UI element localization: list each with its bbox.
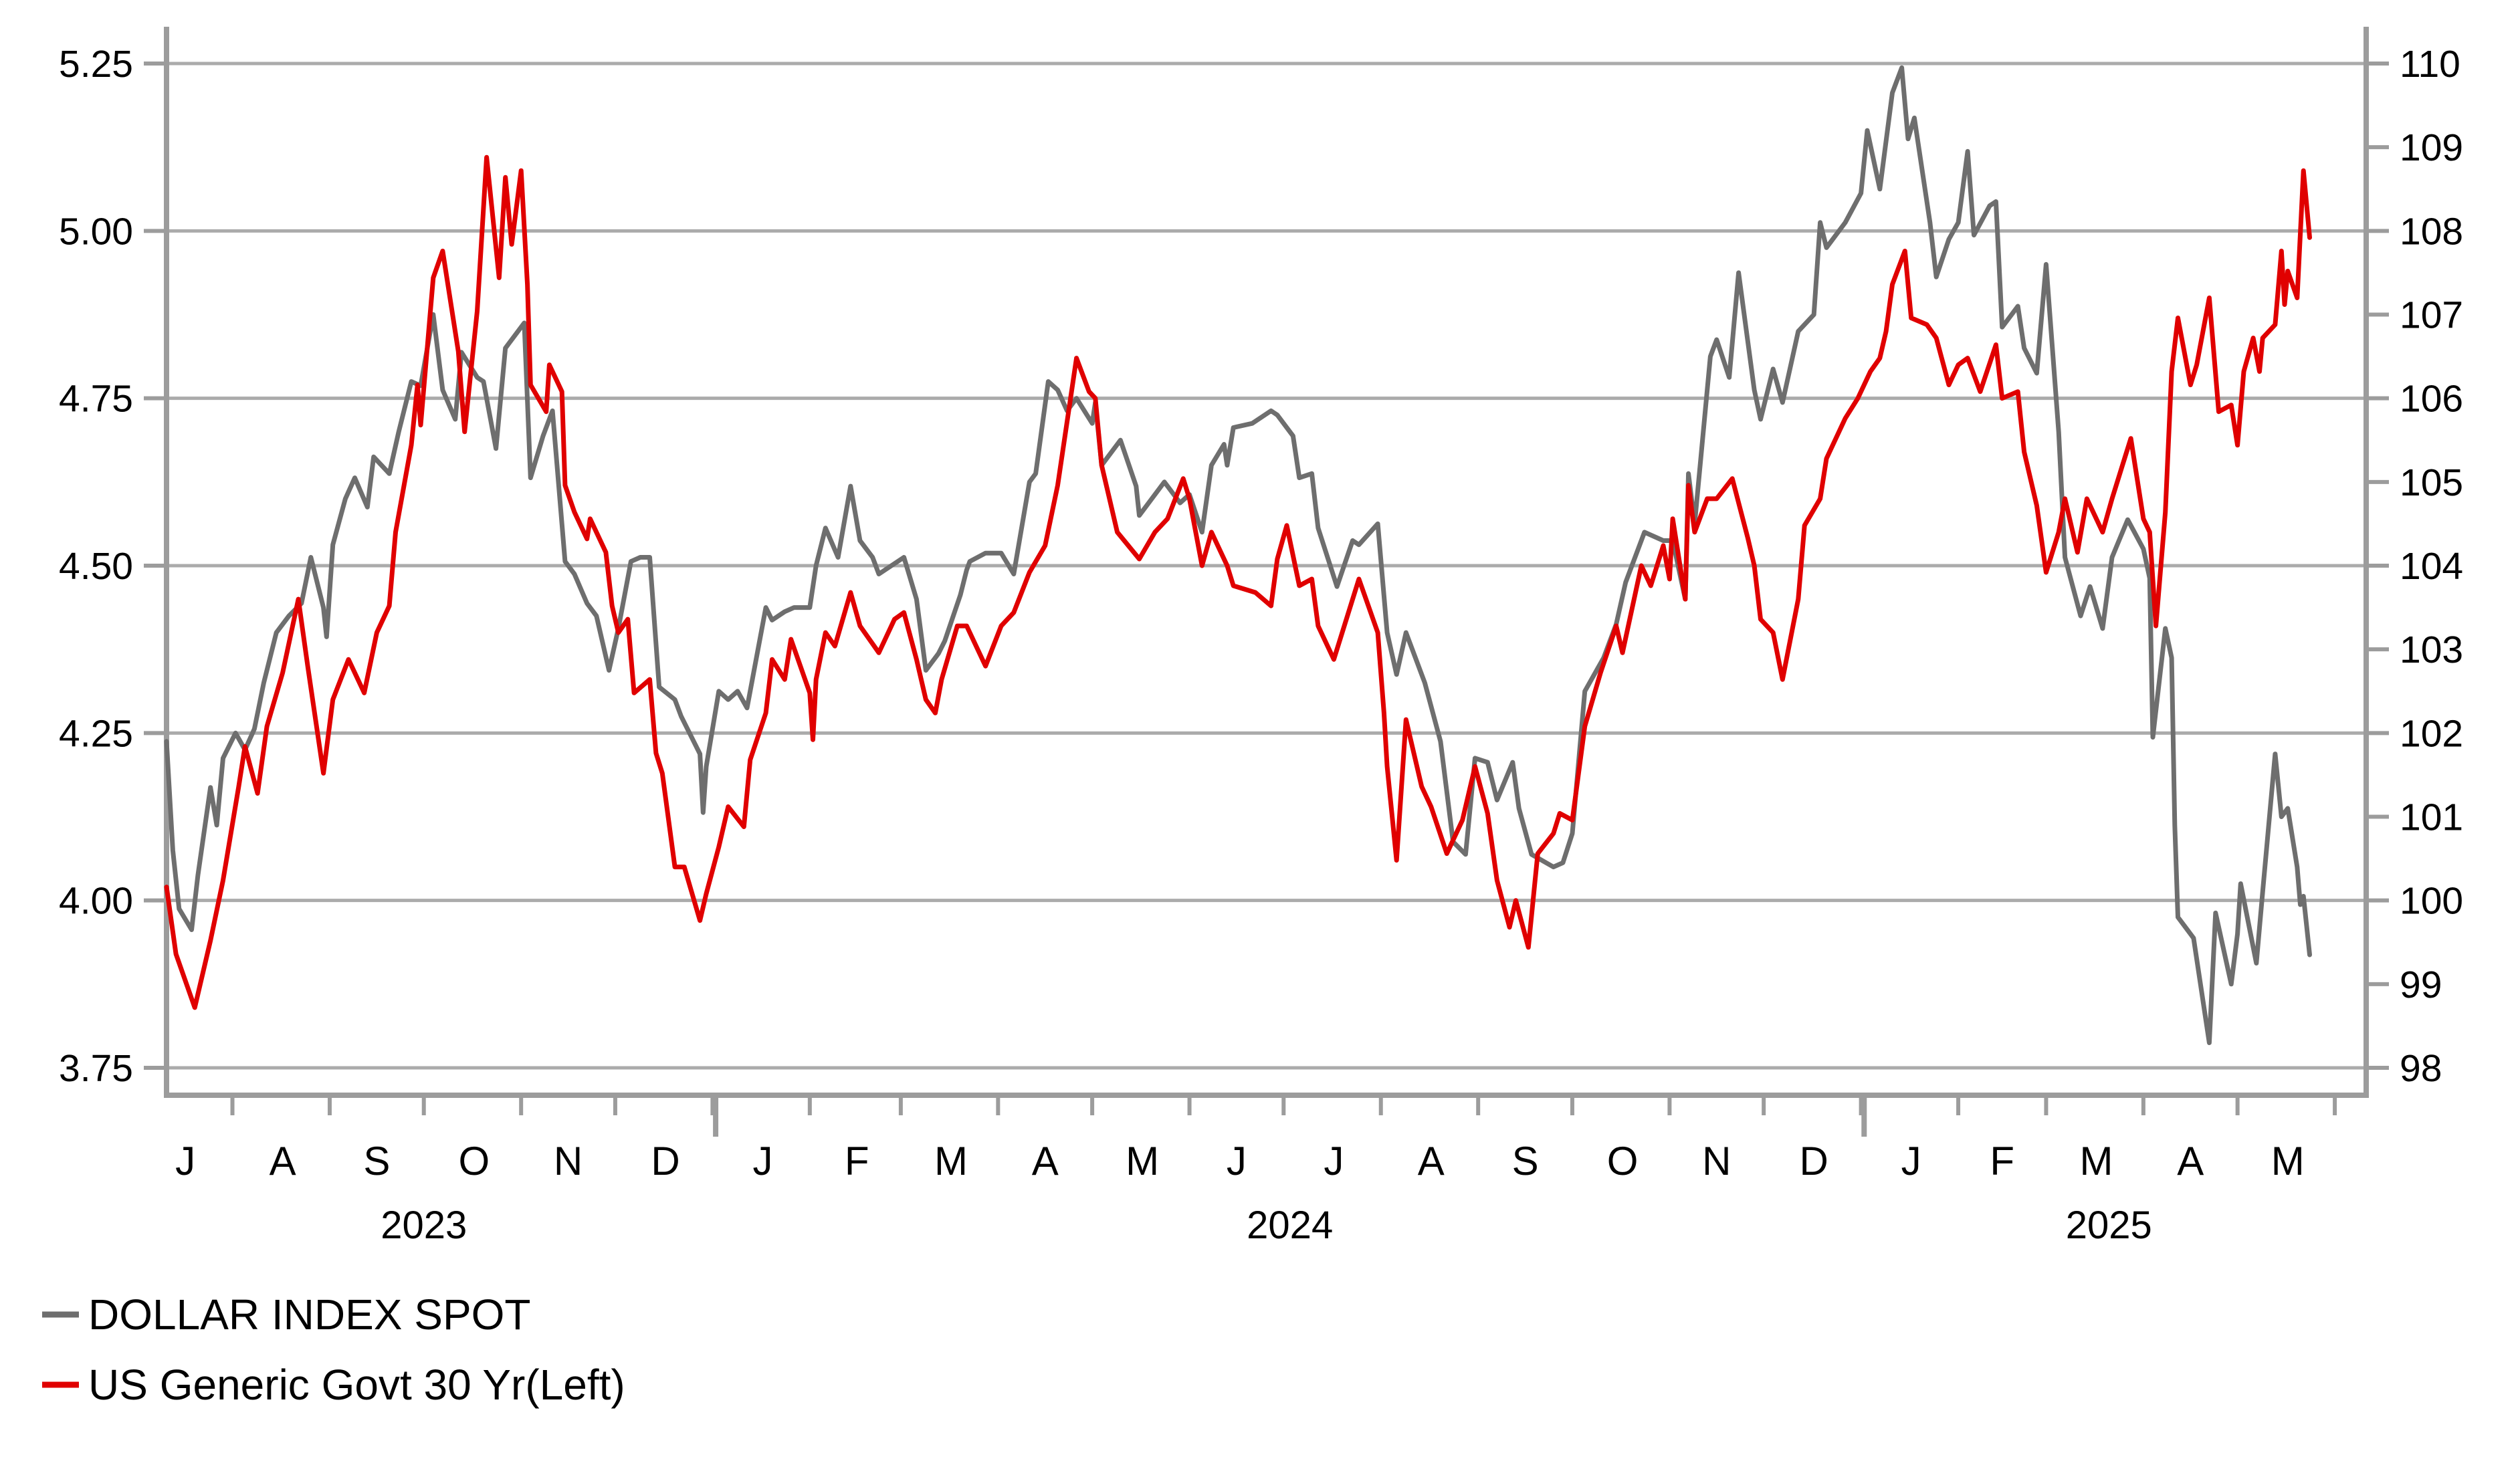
right-axis-tick-label: 106 — [2400, 378, 2463, 421]
month-label: J — [752, 1139, 772, 1183]
right-axis-tick-label: 105 — [2400, 461, 2463, 504]
month-label: M — [2271, 1139, 2305, 1183]
month-label: O — [1607, 1139, 1639, 1183]
month-label: J — [1227, 1139, 1247, 1183]
axis-ticks — [144, 62, 2389, 1137]
series-line-dollar-index — [164, 65, 2312, 1045]
left-axis-tick-label: 5.25 — [59, 43, 133, 86]
legend: DOLLAR INDEX SPOT US Generic Govt 30 Yr(… — [42, 1290, 625, 1409]
month-label: M — [934, 1139, 968, 1183]
month-label: M — [2080, 1139, 2113, 1183]
month-label: J — [175, 1139, 195, 1183]
axis-labels: 5.25 5.00 4.75 4.50 4.25 4.00 3.75 110 109 108 107… — [59, 43, 2463, 1247]
month-label: S — [1512, 1139, 1539, 1183]
month-label: J — [1901, 1139, 1921, 1183]
left-axis-tick-label: 4.50 — [59, 545, 133, 588]
left-axis-tick-label: 5.00 — [59, 210, 133, 253]
right-axis-tick-label: 98 — [2400, 1047, 2442, 1090]
right-axis-tick-label: 108 — [2400, 210, 2463, 253]
month-label: O — [458, 1139, 490, 1183]
right-axis-tick-label: 103 — [2400, 629, 2463, 671]
month-label: F — [845, 1139, 869, 1183]
series-lines — [164, 65, 2312, 1045]
month-label: N — [554, 1139, 583, 1183]
month-label: D — [1800, 1139, 1828, 1183]
month-label: N — [1702, 1139, 1731, 1183]
month-label: A — [1418, 1139, 1445, 1183]
right-axis-tick-label: 107 — [2400, 294, 2463, 337]
year-label: 2023 — [381, 1204, 467, 1247]
legend-label-dollar-index: DOLLAR INDEX SPOT — [88, 1290, 531, 1339]
legend-label-us-30y: US Generic Govt 30 Yr(Left) — [88, 1361, 625, 1409]
left-axis-tick-label: 4.75 — [59, 378, 133, 421]
month-label: F — [1990, 1139, 2014, 1183]
right-axis-tick-label: 104 — [2400, 545, 2463, 588]
month-label: M — [1126, 1139, 1159, 1183]
legend-item-us-30y: US Generic Govt 30 Yr(Left) — [42, 1361, 625, 1409]
right-axis-tick-label: 110 — [2400, 43, 2460, 86]
month-label: A — [2177, 1139, 2204, 1183]
year-label: 2025 — [2066, 1204, 2152, 1247]
month-label: J — [1324, 1139, 1344, 1183]
right-axis-tick-label: 109 — [2400, 126, 2463, 169]
right-axis-tick-label: 102 — [2400, 712, 2463, 755]
month-label: A — [1032, 1139, 1059, 1183]
series-line-us-30y — [164, 154, 2312, 1010]
right-axis-tick-label: 99 — [2400, 964, 2442, 1006]
year-label: 2024 — [1247, 1204, 1333, 1247]
month-label: D — [651, 1139, 679, 1183]
month-label: A — [270, 1139, 296, 1183]
left-axis-tick-label: 4.25 — [59, 712, 133, 755]
left-axis-tick-label: 3.75 — [59, 1047, 133, 1090]
right-axis-tick-label: 100 — [2400, 880, 2463, 923]
gridlines — [167, 62, 2366, 1070]
legend-item-dollar-index: DOLLAR INDEX SPOT — [42, 1290, 531, 1339]
right-axis-tick-label: 101 — [2400, 796, 2463, 839]
month-label: S — [363, 1139, 390, 1183]
left-axis-tick-label: 4.00 — [59, 880, 133, 923]
axes — [164, 27, 2369, 1098]
